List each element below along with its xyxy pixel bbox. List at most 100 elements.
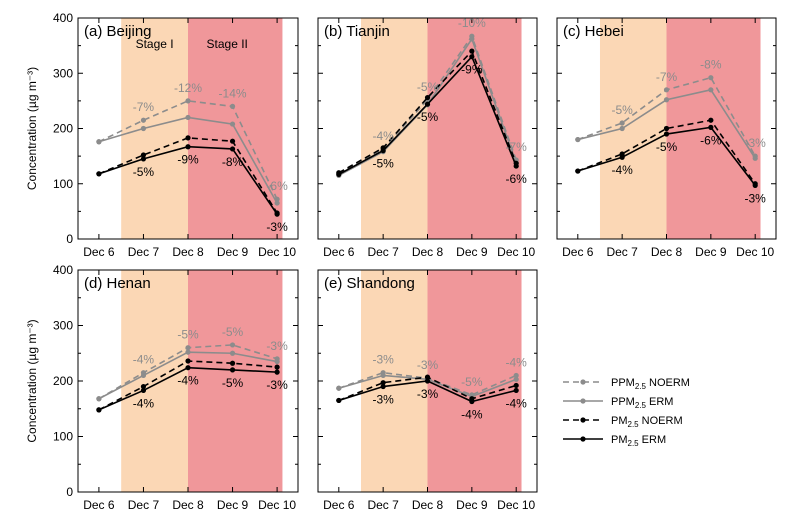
data-point (752, 155, 758, 161)
data-point (229, 360, 236, 366)
x-tick-label: Dec 10 (258, 245, 296, 259)
data-point (229, 103, 236, 109)
pm-change-label: -4% (611, 163, 633, 177)
y-tick-label: 100 (53, 177, 73, 191)
data-point (575, 168, 581, 174)
data-point (708, 117, 714, 123)
x-tick-label: Dec 9 (695, 245, 727, 259)
stage-1-band (360, 270, 428, 492)
data-point (708, 124, 714, 130)
panel-title: (d) Henan (84, 275, 151, 292)
data-point (513, 376, 519, 382)
legend-marker (580, 398, 586, 404)
data-point (619, 125, 625, 132)
legend-marker (580, 379, 586, 385)
stage-2-label: Stage II (207, 37, 248, 51)
data-point (185, 135, 191, 141)
data-point (274, 369, 280, 375)
panel-title: (c) Hebei (563, 23, 624, 40)
data-point (185, 349, 191, 355)
data-point (96, 171, 102, 177)
data-point (96, 396, 102, 402)
x-tick-label: Dec 9 (217, 498, 249, 512)
legend-label: PM2.5 ERM (611, 434, 666, 448)
x-tick-label: Dec 7 (128, 245, 160, 259)
x-tick-label: Dec 6 (562, 245, 594, 259)
data-point (274, 200, 280, 206)
y-tick-label: 300 (53, 319, 73, 333)
legend-label: PPM2.5 NOERM (611, 377, 690, 391)
x-tick-label: Dec 8 (412, 498, 444, 512)
y-axis-label: Concentration (µg m⁻³) (25, 319, 39, 442)
ppm-change-label: -3% (745, 136, 767, 150)
pm-change-label: -5% (372, 157, 394, 171)
pm-change-label: -8% (222, 155, 244, 169)
stage-2-band (188, 270, 283, 492)
series-line-3 (577, 119, 756, 185)
data-point (140, 372, 147, 379)
data-point (469, 54, 475, 60)
pm-change-label: -9% (461, 63, 483, 77)
y-tick-label: 200 (53, 374, 73, 388)
series-line-3 (98, 137, 278, 214)
y-tick-label: 100 (53, 430, 73, 444)
ppm-change-label: -7% (133, 100, 155, 114)
x-tick-label: Dec 9 (217, 245, 249, 259)
ppm-change-label: -5% (417, 80, 439, 94)
data-point (140, 156, 147, 162)
legend-marker (580, 436, 586, 442)
pm-change-label: -4% (177, 374, 199, 388)
data-point (663, 125, 670, 132)
ppm-change-label: -4% (133, 353, 155, 367)
data-point (229, 350, 236, 356)
panel-3: Dec 6 Dec 7 Dec 8 Dec 9 Dec 10 (c) Hebei -5% -7… (556, 17, 777, 259)
series-line-3 (338, 49, 517, 174)
ppm-change-label: -6% (266, 179, 288, 193)
data-point (229, 121, 236, 127)
data-point (229, 146, 236, 152)
pm-change-label: -4% (461, 408, 483, 422)
x-tick-label: Dec 10 (497, 498, 535, 512)
ppm-change-label: -5% (461, 375, 483, 389)
y-axis-label: Concentration (µg m⁻³) (25, 67, 39, 190)
ppm-change-label: -5% (222, 325, 244, 339)
stage-2-band (427, 270, 522, 492)
data-point (380, 383, 386, 390)
data-point (619, 120, 625, 126)
stage-2-band (666, 18, 761, 239)
pm-change-label: -5% (222, 376, 244, 390)
legend: PPM2.5 NOERM PPM2.5 ERM PM2.5 NOERM PM2.5 E… (563, 377, 690, 448)
panel-2: Dec 6 Dec 7 Dec 8 Dec 9 Dec 10 (b) Tianjin -4%… (317, 16, 538, 259)
x-tick-label: Dec 9 (456, 245, 488, 259)
pm-change-label: -5% (656, 140, 678, 154)
pm-change-label: -6% (506, 172, 528, 186)
data-point (336, 397, 342, 404)
y-tick-label: 400 (53, 263, 73, 277)
y-tick-label: 0 (66, 485, 73, 499)
pm-change-label: -3% (417, 387, 439, 401)
y-tick-label: 300 (53, 66, 73, 80)
legend-label: PPM2.5 ERM (611, 396, 673, 410)
panel-title: (a) Beijing (84, 23, 152, 40)
panel-title: (e) Shandong (324, 275, 415, 292)
stage-1-band (121, 18, 188, 239)
ppm-change-label: -5% (177, 328, 199, 342)
data-point (513, 382, 519, 389)
data-point (185, 358, 191, 364)
x-tick-label: Dec 10 (258, 498, 296, 512)
ppm-change-label: -4% (506, 355, 528, 369)
legend-label: PM2.5 NOERM (611, 415, 683, 429)
ppm-change-label: -7% (506, 140, 528, 154)
stage-1-label: Stage I (136, 37, 174, 51)
pm-change-label: -3% (745, 191, 767, 205)
data-point (469, 36, 475, 42)
x-tick-label: Dec 8 (172, 245, 204, 259)
data-point (380, 148, 386, 154)
ppm-change-label: -14% (219, 86, 247, 100)
x-tick-label: Dec 6 (83, 245, 115, 259)
panel-5: Dec 6 Dec 7 Dec 8 Dec 9 Dec 10 (e) Shandong -3… (317, 269, 538, 512)
pm-change-label: -9% (177, 153, 199, 167)
data-point (274, 211, 280, 217)
ppm-change-label: -10% (458, 16, 486, 30)
data-point (140, 383, 147, 390)
